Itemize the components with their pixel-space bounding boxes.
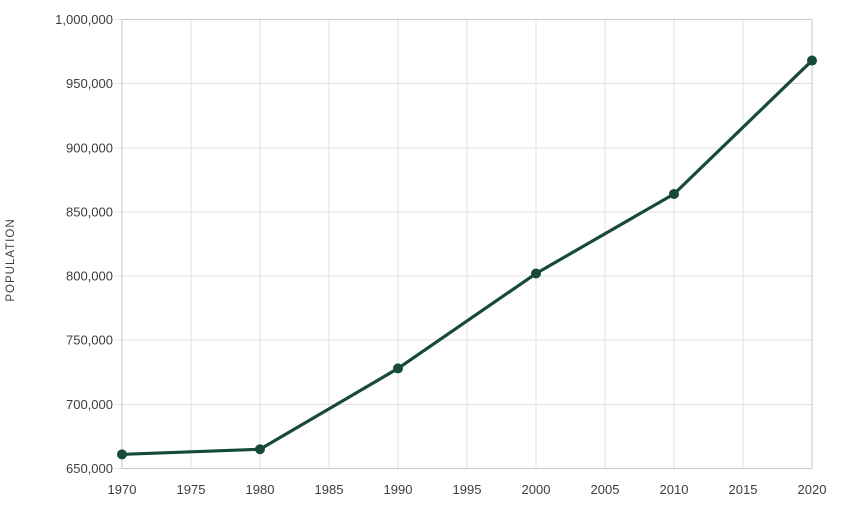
- x-tick-label: 2020: [798, 482, 827, 497]
- y-tick-label: 900,000: [66, 140, 113, 155]
- data-point-2020: [807, 55, 817, 66]
- x-tick-label: 1980: [246, 482, 275, 497]
- x-tick-label: 2000: [522, 482, 551, 497]
- y-tick-label: 950,000: [66, 76, 113, 91]
- data-point-1980: [255, 444, 265, 455]
- y-tick-label: 750,000: [66, 333, 113, 348]
- x-tick-label: 1990: [384, 482, 413, 497]
- data-point-2000: [531, 268, 541, 279]
- x-tick-label: 2010: [660, 482, 689, 497]
- y-tick-label: 800,000: [66, 269, 113, 284]
- series-line: [120, 58, 814, 456]
- x-tick-label: 2005: [591, 482, 620, 497]
- y-tick-label: 700,000: [66, 397, 113, 412]
- plot-border: [121, 19, 813, 469]
- y-tick-label: 850,000: [66, 204, 113, 219]
- y-axis-title: POPULATION: [5, 218, 17, 301]
- y-tick-label: 1,000,000: [55, 12, 113, 27]
- data-point-1970: [117, 449, 127, 460]
- x-tick-label: 1995: [453, 482, 482, 497]
- x-tick-label: 1975: [177, 482, 206, 497]
- x-tick-label: 1970: [108, 482, 137, 497]
- y-tick-label: 650,000: [66, 461, 113, 476]
- series-layer: [117, 55, 817, 460]
- data-point-1990: [393, 363, 403, 374]
- grid-layer: [114, 19, 813, 469]
- x-tick-label: 2015: [729, 482, 758, 497]
- x-tick-label: 1985: [315, 482, 344, 497]
- data-point-2010: [669, 188, 679, 199]
- axis-layer: [121, 19, 813, 469]
- tick-label-layer: 650,000 700,000 750,000 800,000 850,000 900,0…: [55, 12, 826, 497]
